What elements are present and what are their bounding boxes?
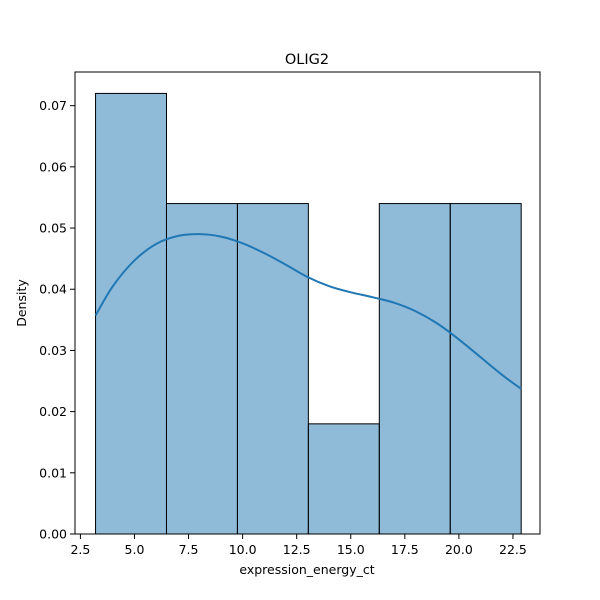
y-tick-label: 0.02 [39,404,67,419]
y-tick-label: 0.06 [39,159,67,174]
y-tick-label: 0.03 [39,343,67,358]
histogram-bar-6 [449,203,522,535]
x-tick-label: 20.0 [445,542,473,557]
y-tick-label: 0.07 [39,98,67,113]
x-tick-label: 17.5 [391,542,419,557]
x-tick-label: 12.5 [283,542,311,557]
y-tick-label: 0.04 [39,282,67,297]
x-axis-label: expression_energy_ct [239,562,374,577]
x-axis: 2.5 5.0 7.5 10.0 12.5 15.0 17.5 20.0 22.5 [70,534,527,557]
y-axis-label: Density [14,279,29,327]
chart-title: OLIG2 [285,52,329,68]
histogram-bar-3 [236,203,309,535]
bars-group [95,92,522,535]
y-axis: 0.00 0.01 0.02 0.03 0.04 0.05 0.06 0.07 [39,98,75,542]
plot-frame [74,71,541,535]
x-tick-label: 22.5 [499,542,527,557]
histogram-bar-5 [378,203,451,535]
kde-line [94,233,522,390]
y-tick-label: 0.01 [39,465,67,480]
histogram-bar-2 [165,203,238,535]
x-tick-label: 7.5 [179,542,199,557]
x-tick-label: 10.0 [229,542,257,557]
x-tick-label: 5.0 [125,542,145,557]
x-tick-label: 15.0 [337,542,365,557]
histogram-bar-4 [307,423,380,535]
x-tick-label: 2.5 [70,542,90,557]
y-tick-label: 0.00 [39,527,67,542]
histogram-bar-1 [95,92,167,535]
y-tick-label: 0.05 [39,221,67,236]
